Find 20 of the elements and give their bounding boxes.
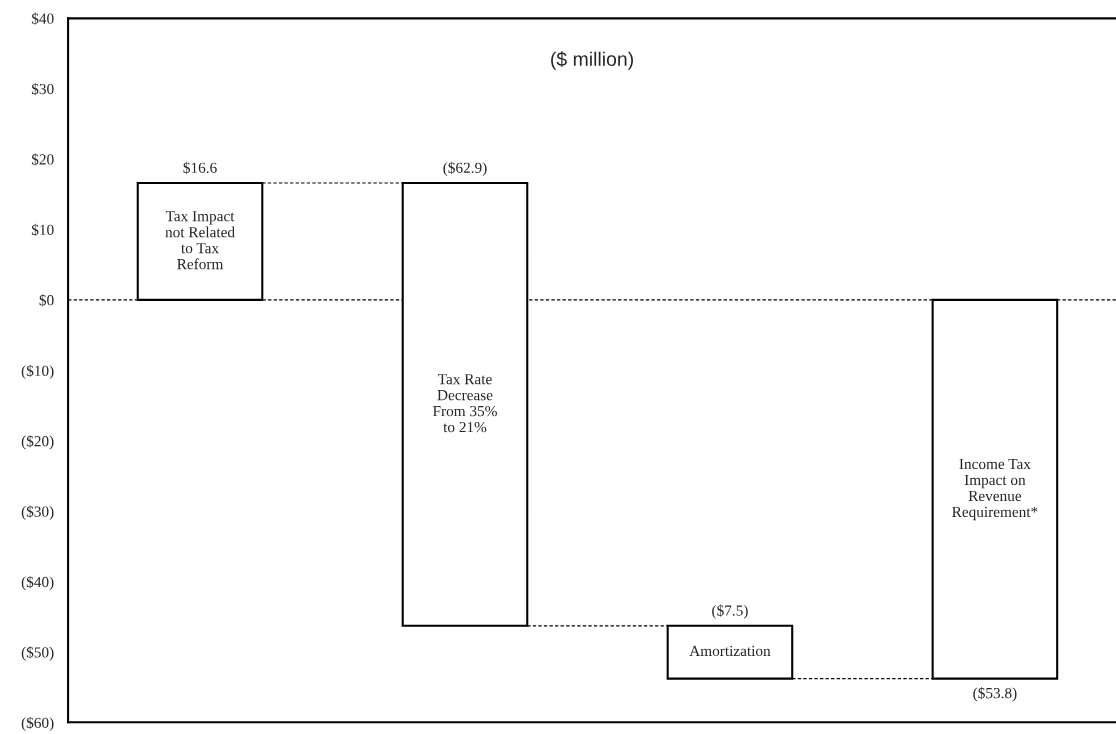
y-tick-label: ($10) [21, 364, 54, 380]
y-tick-label: $10 [31, 223, 54, 236]
y-tick-label: $30 [31, 82, 54, 96]
data-label: ($62.9) [443, 161, 487, 177]
data-label: ($7.5) [712, 604, 748, 619]
x-tick-label: Tax Impact not Related to Tax Reform [165, 211, 235, 270]
y-tick-label: $20 [31, 153, 54, 166]
y-tick-label: ($40) [21, 575, 54, 591]
x-tick-label: Tax Rate Decrease From 35% to 21% [432, 374, 497, 433]
y-tick-label: ($20) [21, 435, 54, 450]
y-tick-label: ($60) [21, 716, 54, 732]
y-tick-label: ($50) [21, 646, 54, 661]
y-tick-label: $0 [39, 294, 54, 307]
data-label: ($53.8) [973, 687, 1017, 702]
x-tick-label: Amortization [689, 645, 771, 657]
x-tick-label: Income Tax Impact on Revenue Requirement* [952, 458, 1038, 521]
y-tick-label: $40 [31, 12, 54, 25]
annotation: ($ million) [551, 51, 633, 70]
data-label: $16.6 [183, 161, 217, 174]
y-tick-label: ($30) [21, 505, 54, 520]
